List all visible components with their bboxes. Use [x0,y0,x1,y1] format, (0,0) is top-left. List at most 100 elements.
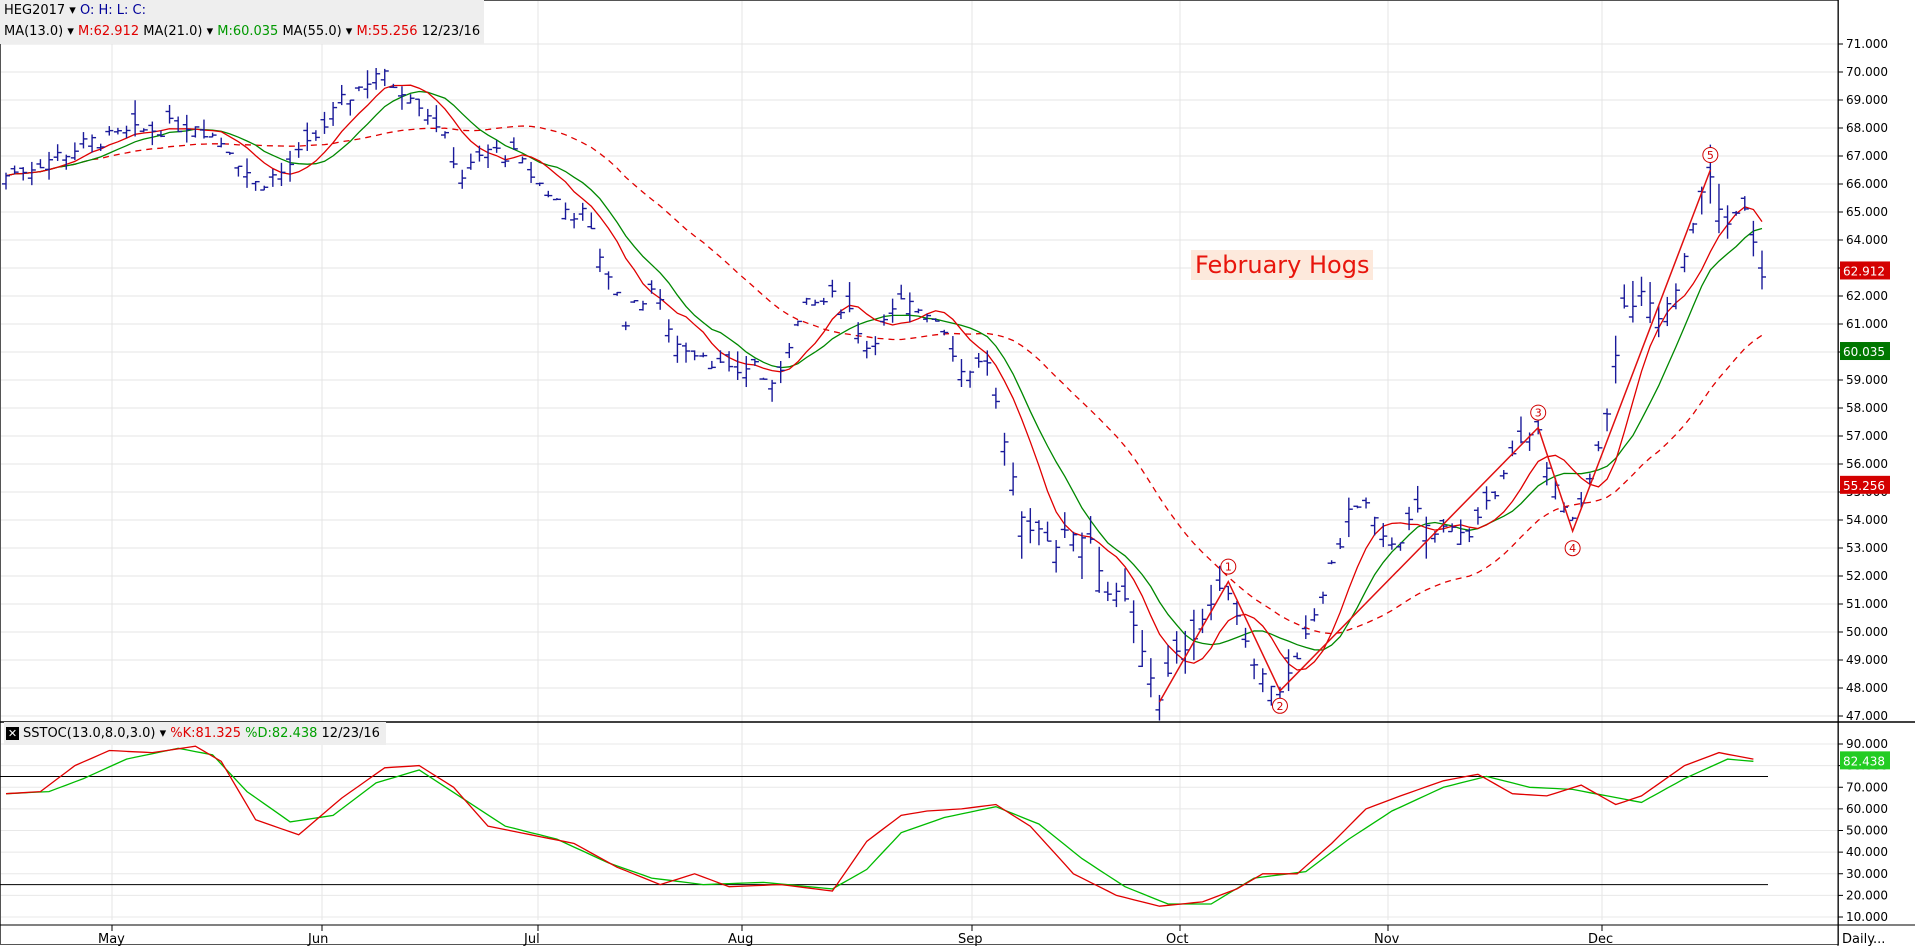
ohlc-bar [1000,432,1009,466]
ohlc-bar [836,309,845,320]
ma21-dropdown-icon[interactable]: ▾ [202,24,218,39]
price-tick-label: 69.000 [1846,93,1888,107]
ohlc-bar [1319,591,1327,604]
ohlc-bar [1646,282,1655,324]
price-axis: 47.000 48.000 49.000 50.000 51.000 52.000 53.0… [1838,37,1888,924]
ohlc-bar [397,86,406,110]
ohlc-bar [251,180,260,191]
ohlc-bar [544,190,553,198]
ohlc-bar [45,151,54,180]
ma13-dropdown-icon[interactable]: ▾ [63,24,78,39]
stochastic-legend: ✕ SSTOC(13.0,8.0,3.0) ▾ %K:81.325 %D:82.4… [4,722,386,745]
ohlc-bar [1456,519,1465,545]
ohlc-bar [1232,600,1241,626]
ohlc-bar [1396,542,1405,551]
ohlc-bar [682,342,691,363]
ohlc-bar [690,350,699,361]
ohlc-bar [656,289,665,310]
ohlc-bar [880,314,888,326]
ohlc-bar [1654,305,1663,338]
close-icon[interactable]: ✕ [6,727,19,740]
ohlc-bar [10,165,19,175]
ohlc-bar [1473,507,1482,525]
symbol-label[interactable]: HEG2017 [4,3,66,18]
ohlc-bar [966,370,975,388]
price-tick-label: 67.000 [1846,149,1888,163]
ma55-dropdown-icon[interactable]: ▾ [341,24,357,39]
ohlc-bar [1267,685,1276,706]
ohlc-bar [1146,658,1155,698]
ohlc-bar [750,358,759,366]
ohlc-bar [2,172,10,190]
ohlc-bar [1422,516,1431,559]
price-tick-label: 59.000 [1846,373,1888,387]
ohlc-bar [415,98,424,117]
price-tick-label: 50.000 [1846,625,1888,639]
ohlc-bar [1026,508,1035,544]
price-legend: HEG2017 ▾ O: H: L: C: MA(13.0) ▾ M:62.91… [0,0,485,44]
ohlc-bar [1680,253,1689,273]
ohlc-bar [1250,658,1259,680]
wave-label-text: 5 [1707,149,1714,162]
ohlc-bar [1637,276,1646,306]
price-tick-label: 48.000 [1846,681,1888,695]
ohlc-bar [96,143,105,151]
ohlc-bar [311,130,320,141]
ohlc-bar [88,134,97,153]
ohlc-bar [441,131,449,139]
ohlc-bar [561,202,570,220]
ohlc-bar [871,336,880,356]
price-tick-label: 51.000 [1846,597,1888,611]
ohlc-bar [1086,516,1095,544]
legend-date: 12/23/16 [421,24,481,39]
price-tick-label: 65.000 [1846,205,1888,219]
ohlc-bar [139,128,148,133]
month-label: May [98,932,125,946]
price-tick-label: 70.000 [1846,65,1888,79]
ohlc-bar [1370,516,1379,536]
wave-label-5: 5 [1702,147,1719,163]
ohlc-bar [303,122,312,151]
symbol-dropdown-icon[interactable]: ▾ [65,3,80,18]
ohlc-bar [1387,537,1396,550]
ohlc-bar [1103,581,1112,602]
grid-lines [0,0,1839,920]
ohlc-bar [182,114,191,143]
ohlc-bar [389,83,398,89]
ma13-label[interactable]: MA(13.0) [4,24,64,39]
ohlc-bar [286,150,295,182]
ma55-price-tag: 55.256 [1840,475,1890,494]
ohlc-bar [1344,497,1353,538]
month-label: Nov [1374,932,1400,946]
wave-label-circle [1564,540,1581,557]
stoch-d-tag: 82.438 [1840,751,1890,770]
ohlc-bar [1034,520,1043,546]
ohlc-bar [1172,631,1181,664]
time-axis: May Jun Jul Aug Sep Oct Nov Dec Daily... [98,925,1885,946]
ohlc-readout: O: H: L: C: [79,3,146,18]
wave-label-circle [1220,558,1237,575]
ma55-label[interactable]: MA(55.0) [282,24,342,39]
stoch-k-value: %K:81.325 [170,726,242,741]
ma55-value: M:55.256 [356,24,418,39]
ma21-label[interactable]: MA(21.0) [143,24,203,39]
ohlc-bar [535,182,544,187]
ohlc-bar [70,142,79,161]
ohlc-bar [974,353,983,368]
ohlc-bar [845,282,854,313]
ohlc-bar [1017,511,1026,559]
stochastic-label[interactable]: SSTOC(13.0,8.0,3.0) [23,726,156,741]
ohlc-bar [716,350,725,364]
ohlc-bar [174,116,183,133]
ohlc-bar [1491,491,1500,500]
stochastic-dropdown-icon[interactable]: ▾ [155,726,171,741]
month-label: Jun [307,932,328,946]
price-tick-label: 64.000 [1846,233,1888,247]
ohlc-bar [725,351,734,372]
ohlc-bar [423,108,432,125]
ohlc-bar [458,169,467,189]
ohlc-bar [1499,470,1508,480]
ohlc-bar [36,159,45,169]
ohlc-bars [2,67,1766,721]
price-tick-label: 57.000 [1846,429,1888,443]
